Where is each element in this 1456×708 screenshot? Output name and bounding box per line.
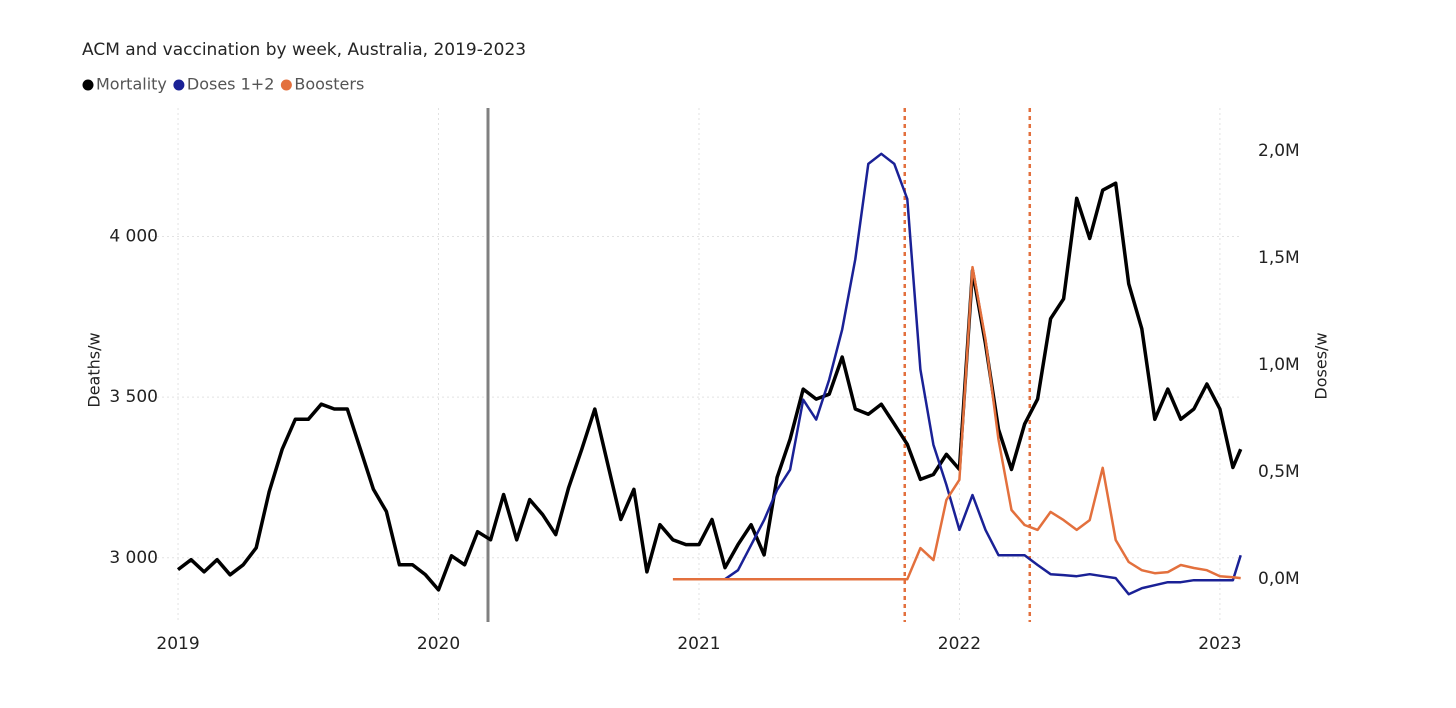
y2-tick-label: 2,0M [1258,141,1300,161]
y-tick-label: 4 000 [109,227,158,247]
y-axis-label: Deaths/w [85,332,104,407]
x-tick-label: 2020 [417,634,460,654]
y2-tick-label: 0,0M [1258,569,1300,589]
series-line [724,152,1242,596]
series-line [672,265,1241,581]
y2-tick-label: 0,5M [1258,462,1300,482]
legend-label: Boosters [294,75,364,94]
y2-axis-label: Doses/w [1312,332,1331,399]
legend-label: Doses 1+2 [187,75,274,94]
legend-marker [173,79,185,91]
y2-tick-label: 1,0M [1258,355,1300,375]
x-tick-label: 2023 [1198,634,1241,654]
legend-marker [82,79,94,91]
y-tick-label: 3 500 [109,387,158,407]
x-tick-label: 2021 [677,634,720,654]
y2-tick-label: 1,5M [1258,248,1300,268]
x-tick-label: 2022 [938,634,981,654]
y-tick-label: 3 000 [109,548,158,568]
series-line [176,181,1243,592]
legend-label: Mortality [96,75,167,94]
x-tick-label: 2019 [156,634,199,654]
legend-marker [280,79,292,91]
chart-title: ACM and vaccination by week, Australia, … [82,40,526,60]
